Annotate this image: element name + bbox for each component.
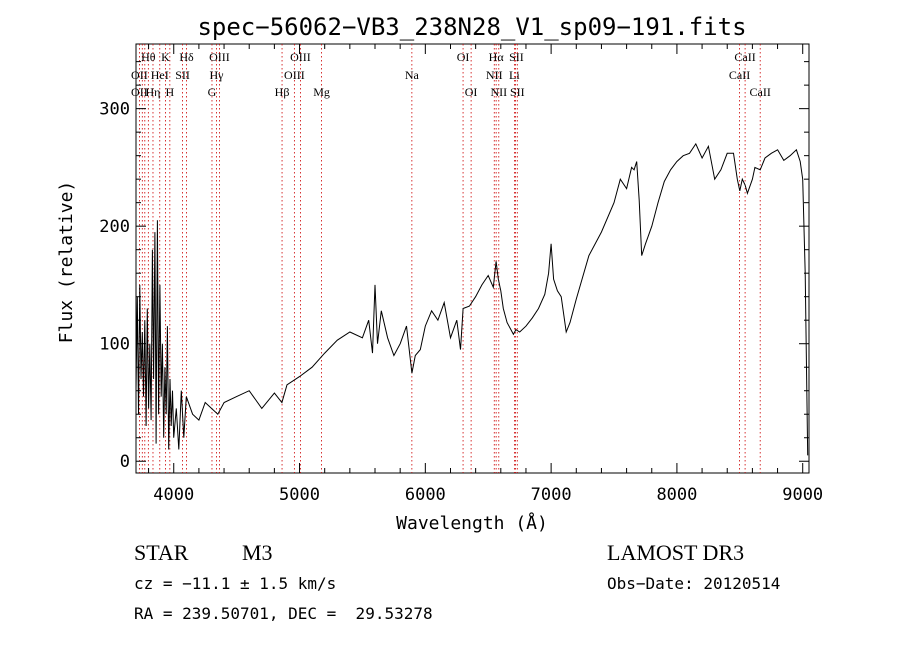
coordinates-info: RA = 239.50701, DEC = 29.53278 bbox=[134, 604, 433, 623]
chart-title: spec−56062−VB3_238N28_V1_sp09−191.fits bbox=[197, 13, 746, 41]
line-label: OII bbox=[131, 85, 148, 99]
line-label: Na bbox=[405, 68, 420, 82]
x-tick-label: 6000 bbox=[405, 485, 446, 505]
object-subclass: M3 bbox=[242, 540, 273, 565]
x-tick-label: 5000 bbox=[279, 485, 320, 505]
y-tick-label: 200 bbox=[99, 217, 130, 237]
line-label: CaII bbox=[734, 50, 755, 64]
x-axis-label: Wavelength (Å) bbox=[396, 512, 548, 534]
line-label: Hδ bbox=[179, 50, 194, 64]
spectral-line-labels: Hθ K Hδ OIII OIII OI Hα SII CaII OII HeI SII Hγ OIII N… bbox=[131, 50, 771, 99]
x-tick-label: 8000 bbox=[656, 485, 697, 505]
object-class: STAR bbox=[134, 540, 189, 565]
line-label: Mg bbox=[313, 85, 330, 99]
line-label: CaII bbox=[729, 68, 750, 82]
line-label: SII bbox=[175, 68, 190, 82]
line-label: H bbox=[166, 85, 175, 99]
line-label: OIII bbox=[284, 68, 305, 82]
survey-name: LAMOST DR3 bbox=[607, 540, 745, 565]
spectrum-line bbox=[135, 142, 809, 456]
line-label: CaII bbox=[750, 85, 771, 99]
line-label: HeI bbox=[151, 68, 169, 82]
y-tick-label: 300 bbox=[99, 100, 130, 120]
line-label: OI bbox=[465, 85, 478, 99]
y-tick-label: 100 bbox=[99, 335, 130, 355]
line-label: Hη bbox=[146, 85, 161, 99]
line-label: Hγ bbox=[210, 68, 225, 82]
line-label: NII bbox=[490, 85, 507, 99]
line-label: Hα bbox=[489, 50, 505, 64]
line-label: SII bbox=[510, 85, 525, 99]
y-tick-label: 0 bbox=[120, 452, 130, 472]
line-label: SII bbox=[509, 50, 524, 64]
x-tick-label: 7000 bbox=[531, 485, 572, 505]
line-label: OIII bbox=[290, 50, 311, 64]
line-label: K bbox=[161, 50, 170, 64]
line-label: G bbox=[208, 85, 217, 99]
axis-ticks: 4000 5000 6000 7000 8000 9000 0 100 200 300 bbox=[99, 44, 823, 505]
line-label: OI bbox=[457, 50, 470, 64]
x-tick-label: 9000 bbox=[782, 485, 823, 505]
line-label: NII bbox=[486, 68, 503, 82]
y-axis-label: Flux (relative) bbox=[56, 181, 77, 344]
redshift-info: cz = −11.1 ± 1.5 km/s bbox=[134, 574, 337, 593]
line-label: OII bbox=[131, 68, 148, 82]
x-tick-label: 4000 bbox=[153, 485, 194, 505]
observation-date: Obs−Date: 20120514 bbox=[607, 574, 781, 593]
line-label: Hθ bbox=[141, 50, 156, 64]
plot-frame bbox=[135, 43, 810, 474]
line-label: OIII bbox=[209, 50, 230, 64]
spectral-line-markers bbox=[138, 44, 761, 473]
line-label: Li bbox=[509, 68, 520, 82]
line-label: Hβ bbox=[275, 85, 290, 99]
